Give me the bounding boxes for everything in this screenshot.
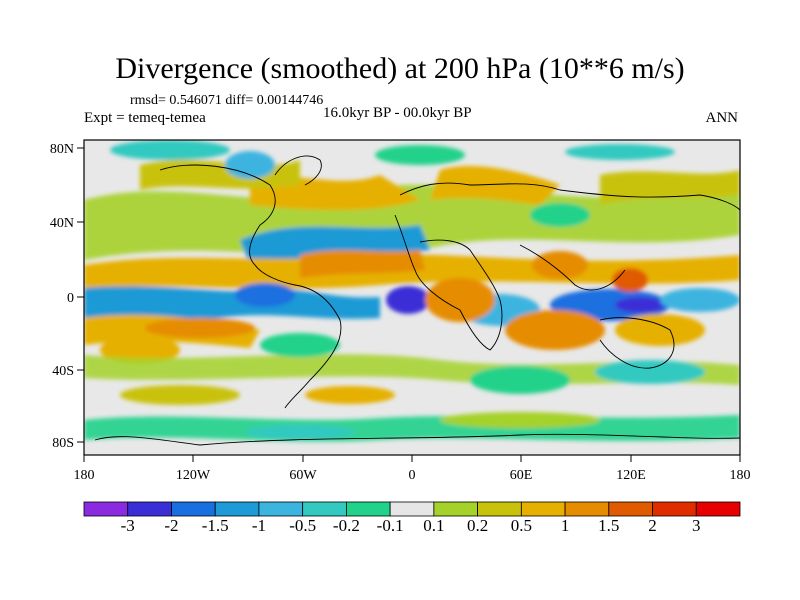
- colorbar-label: 3: [692, 516, 701, 535]
- colorbar-labels: -3 -2 -1.5 -1 -0.5 -0.2 -0.1 0.1 0.2 0.5 1 1.5 2 3: [0, 516, 800, 540]
- lon-tick-label: 120E: [616, 468, 646, 483]
- coastlines: [94, 155, 740, 446]
- colorbar-swatch: [171, 501, 216, 517]
- lat-tick-label: 0: [67, 291, 74, 306]
- colorbar-swatch: [564, 501, 610, 517]
- plot-title: Divergence (smoothed) at 200 hPa (10**6 …: [115, 52, 685, 85]
- period-label: 16.0kyr BP - 00.0kyr BP: [323, 105, 472, 121]
- colorbar-swatch: [520, 501, 566, 517]
- colorbar-label: 0.5: [510, 516, 532, 535]
- lon-tick-label: 60W: [289, 468, 317, 483]
- season-label: ANN: [705, 110, 739, 126]
- colorbar-swatch: [477, 501, 522, 517]
- lon-tick-label: 0: [409, 468, 416, 483]
- colorbar-label: -3: [120, 516, 135, 535]
- lat-tick-label: 80S: [52, 436, 74, 451]
- stats-text: rmsd= 0.546071 diff= 0.00144746: [130, 93, 324, 108]
- axis-ticks: [77, 147, 741, 462]
- colorbar-swatch: [83, 501, 129, 517]
- lon-tick-label: 120W: [176, 468, 211, 483]
- lon-tick-label: 180: [74, 468, 95, 483]
- colorbar-label: -0.5: [289, 516, 317, 535]
- colorbar-swatch: [433, 501, 479, 517]
- colorbar-label: 1: [560, 516, 570, 535]
- colorbar-swatch: [608, 501, 653, 517]
- lat-tick-label: 40S: [52, 364, 74, 379]
- colorbar-label: -0.1: [376, 516, 404, 535]
- colorbar-label: -1.5: [201, 516, 229, 535]
- colorbar: [83, 501, 741, 517]
- colorbar-swatch: [302, 501, 347, 517]
- lat-tick-label: 40N: [50, 216, 74, 231]
- colorbar-swatch: [214, 501, 260, 517]
- colorbar-swatch: [258, 501, 304, 517]
- colorbar-swatch: [389, 501, 435, 517]
- colorbar-label: -1: [251, 516, 267, 535]
- colorbar-label: -0.2: [332, 516, 360, 535]
- colorbar-swatch: [127, 501, 172, 517]
- colorbar-swatch: [695, 501, 741, 517]
- lon-tick-label: 180: [730, 468, 751, 483]
- lon-tick-label: 60E: [510, 468, 533, 483]
- colorbar-label: -2: [164, 516, 179, 535]
- experiment-label: Expt = temeq-temea: [84, 110, 206, 126]
- lat-tick-label: 80N: [50, 142, 74, 157]
- colorbar-label: 2: [648, 516, 657, 535]
- colorbar-label: 0.1: [423, 516, 445, 535]
- colorbar-label: 0.2: [466, 516, 489, 535]
- colorbar-swatch: [652, 501, 697, 517]
- colorbar-label: 1.5: [598, 516, 620, 535]
- colorbar-swatch: [345, 501, 391, 517]
